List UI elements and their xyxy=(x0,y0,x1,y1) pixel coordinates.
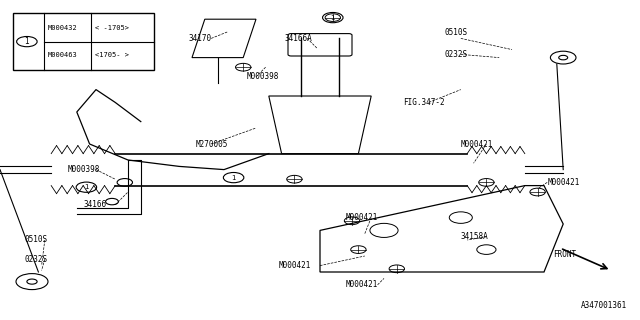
Polygon shape xyxy=(320,186,563,272)
Text: M000421: M000421 xyxy=(346,280,378,289)
Polygon shape xyxy=(192,19,256,58)
Text: 34166: 34166 xyxy=(83,200,106,209)
Text: 1: 1 xyxy=(231,175,236,180)
Text: 34166A: 34166A xyxy=(285,34,312,43)
Text: M000421: M000421 xyxy=(346,213,378,222)
Text: 0510S: 0510S xyxy=(24,236,47,244)
Text: 1: 1 xyxy=(24,37,29,46)
Text: < -1705>: < -1705> xyxy=(95,25,129,31)
Text: 34158A: 34158A xyxy=(461,232,488,241)
Text: FIG.347-2: FIG.347-2 xyxy=(403,98,445,107)
Text: A347001361: A347001361 xyxy=(581,301,627,310)
Text: 0232S: 0232S xyxy=(24,255,47,264)
Text: M000398: M000398 xyxy=(67,165,100,174)
Text: M000463: M000463 xyxy=(48,52,77,58)
Text: 1: 1 xyxy=(84,184,89,190)
Text: M000421: M000421 xyxy=(547,178,580,187)
Text: M000421: M000421 xyxy=(461,140,493,148)
Text: 34170: 34170 xyxy=(189,34,212,43)
Text: 0510S: 0510S xyxy=(445,28,468,36)
Circle shape xyxy=(559,55,568,60)
Text: M000432: M000432 xyxy=(48,25,77,31)
Text: M270005: M270005 xyxy=(195,140,228,148)
Text: 1: 1 xyxy=(330,15,335,20)
Polygon shape xyxy=(269,96,371,154)
Text: <1705- >: <1705- > xyxy=(95,52,129,58)
Text: 0232S: 0232S xyxy=(445,50,468,59)
Text: M000398: M000398 xyxy=(246,72,279,81)
Text: FRONT: FRONT xyxy=(554,250,577,259)
Circle shape xyxy=(27,279,37,284)
Text: M000421: M000421 xyxy=(278,261,311,270)
